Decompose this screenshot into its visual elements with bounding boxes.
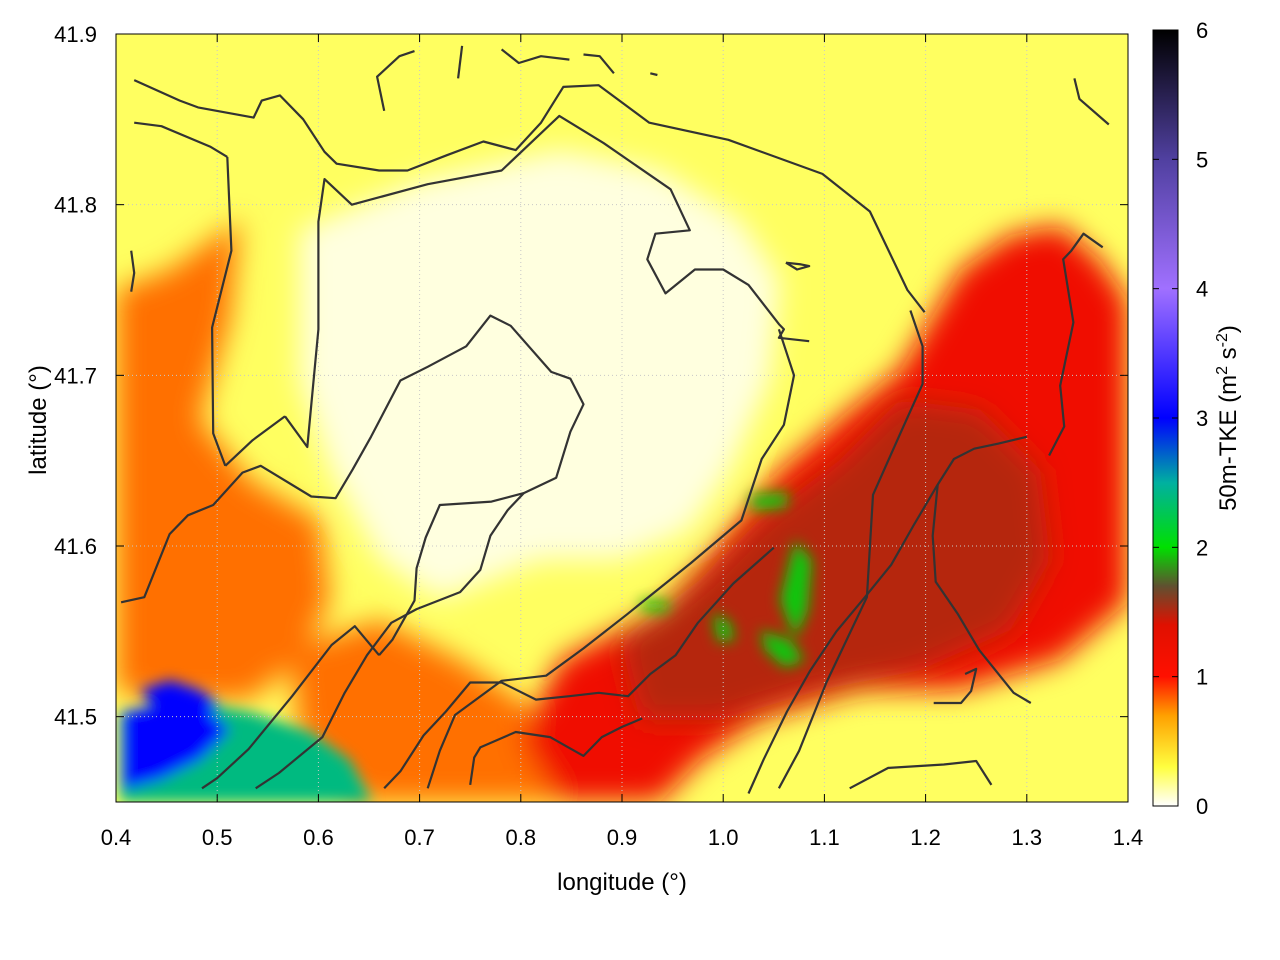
contour-line (777, 310, 924, 789)
x-tick-label: 0.9 (607, 825, 638, 850)
field-region-southwest-blue (122, 705, 230, 790)
contour-line (1048, 232, 1104, 457)
y-tick-label: 41.6 (54, 534, 97, 559)
colorbar-tick-label: 5 (1196, 147, 1208, 172)
contour-line (284, 114, 810, 449)
colorbar-tick-label: 1 (1196, 665, 1208, 690)
y-tick-label: 41.7 (54, 363, 97, 388)
contour-line (931, 484, 1032, 704)
contour-lines (120, 45, 1110, 794)
contour-line (426, 328, 796, 789)
contour-line (201, 625, 380, 790)
contour-line (130, 250, 136, 292)
colorbar-tick-label: 3 (1196, 406, 1208, 431)
field-region-green-patches (780, 540, 812, 640)
x-tick-label: 0.6 (303, 825, 334, 850)
colorbar-label-sup1: 2 (1214, 366, 1231, 375)
plot-grid (116, 33, 1128, 802)
x-tick-label: 0.5 (202, 825, 233, 850)
field-region-green-patches (750, 492, 790, 510)
colorbar-label-sup2: -2 (1214, 333, 1231, 347)
y-axis-label: latitude (°) (25, 365, 52, 475)
contour-line (255, 492, 525, 790)
colorbar-label-base: 50m-TKE (m (1215, 375, 1242, 511)
x-axis-label: longitude (°) (557, 869, 687, 896)
contour-line (933, 667, 978, 705)
colorbar-tick-label: 2 (1196, 535, 1208, 560)
field-region-green-patches (760, 630, 805, 668)
contour-line (1073, 78, 1110, 126)
colorbar-tick-label: 0 (1196, 794, 1208, 819)
contour-line (211, 156, 233, 467)
x-tick-label: 1.3 (1012, 825, 1043, 850)
x-tick-label: 1.4 (1113, 825, 1144, 850)
contour-line (376, 50, 415, 112)
contour-line (469, 717, 643, 786)
colorbar-tick-label: 6 (1196, 18, 1208, 43)
y-tick-label: 41.5 (54, 705, 97, 730)
contour-line (133, 79, 926, 313)
colorbar-label-mid: s (1215, 347, 1242, 366)
contour-line (224, 415, 286, 467)
field-region-west-band (290, 620, 580, 802)
colorbar-tick-label: 4 (1196, 277, 1208, 302)
field-region-southwest-blue (140, 680, 220, 718)
contour-line (120, 314, 585, 656)
x-tick-label: 0.4 (101, 825, 132, 850)
y-tick-label: 41.9 (54, 22, 97, 47)
x-tick-label: 1.2 (910, 825, 941, 850)
colorbar-label-end: ) (1215, 325, 1242, 333)
x-tick-label: 0.8 (506, 825, 537, 850)
contour-line (583, 53, 615, 75)
contour-line (383, 546, 775, 790)
x-tick-label: 1.1 (809, 825, 840, 850)
contour-line (785, 261, 811, 271)
y-tick-label: 41.8 (54, 193, 97, 218)
colorbar-label: 50m-TKE (m2 s-2) (1214, 325, 1242, 511)
contour-line (457, 45, 464, 79)
colorbar-ticks: 0 1 2 3 4 5 6 (1153, 18, 1208, 819)
x-tick-label: 1.0 (708, 825, 739, 850)
x-tick-label: 0.7 (404, 825, 435, 850)
contour-line (747, 435, 1028, 794)
field-region-green-patches (640, 600, 670, 612)
axis-ticks: 0.4 0.5 0.6 0.7 0.8 0.9 1.0 1.1 1.2 1.3 1.4 41.5 41.… (54, 22, 1143, 850)
contour-line (500, 48, 570, 65)
contour-line (849, 759, 993, 790)
contour-line (134, 121, 228, 158)
contour-line (650, 72, 658, 77)
